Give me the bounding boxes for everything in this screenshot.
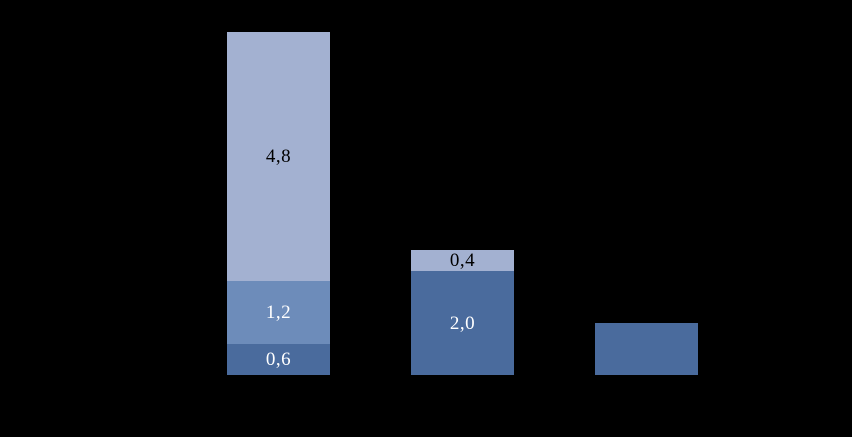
- bar-2-segment-dark-blue: 2,0: [411, 271, 514, 375]
- bar-3-segment-dark-blue: [595, 323, 698, 375]
- bar-2: 2,0 0,4: [411, 250, 514, 375]
- data-label: 0,4: [449, 250, 476, 272]
- bar-3: [595, 323, 698, 375]
- bar-1: 0,6 1,2 4,8: [227, 31, 330, 375]
- bar-1-segment-medium-blue: 1,2: [227, 281, 330, 344]
- bar-1-segment-dark-blue: 0,6: [227, 343, 330, 375]
- data-label: 0,6: [265, 348, 292, 370]
- data-label: 2,0: [449, 312, 476, 334]
- bar-1-segment-light-blue: 4,8: [227, 31, 330, 282]
- bar-2-segment-light-blue: 0,4: [411, 250, 514, 271]
- data-label: 4,8: [265, 146, 292, 168]
- data-label: 1,2: [265, 302, 292, 324]
